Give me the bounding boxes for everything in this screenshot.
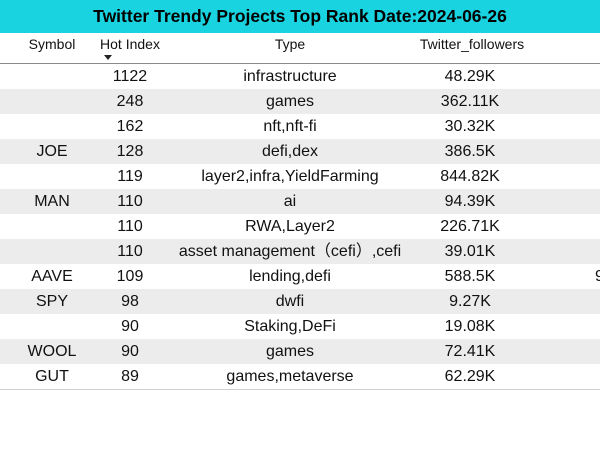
cell-hot-index: 110: [117, 218, 143, 235]
cell-type: games: [265, 343, 315, 360]
table-row[interactable]: 248 games 362.11K: [0, 89, 600, 114]
cell-twitter-followers: 72.41K: [444, 343, 496, 360]
cell-hot-index: 98: [121, 293, 139, 310]
cell-hot-index: 110: [117, 243, 143, 260]
table-row[interactable]: GUT 89 games,metaverse 62.29K: [0, 364, 600, 389]
cell-hot-index: 248: [116, 93, 144, 110]
cell-hot-index: 109: [116, 268, 144, 285]
table-bottom-divider: [0, 389, 600, 390]
cell-type: RWA,Layer2: [245, 218, 335, 235]
table-row[interactable]: 110 asset management（cefi）,cefi 39.01K: [0, 239, 600, 264]
sort-descending-icon[interactable]: [104, 55, 112, 60]
column-header-twitter-followers[interactable]: Twitter_followers: [419, 36, 525, 52]
cell-type: defi,dex: [261, 143, 319, 160]
cell-symbol: GUT: [35, 368, 69, 385]
column-header-symbol[interactable]: Symbol: [28, 36, 76, 52]
cell-symbol: AAVE: [31, 268, 73, 285]
cell-twitter-followers: 9.27K: [449, 293, 491, 310]
cell-type: dwfi: [275, 293, 305, 310]
cell-twitter-followers: 94.39K: [444, 193, 496, 210]
page-title: Twitter Trendy Projects Top Rank Date:20…: [0, 0, 600, 33]
table-row[interactable]: MAN 110 ai 94.39K: [0, 189, 600, 214]
table-row[interactable]: 110 RWA,Layer2 226.71K: [0, 214, 600, 239]
cell-hot-index: 90: [121, 343, 139, 360]
cell-type: lending,defi: [249, 268, 331, 285]
table-header: Symbol Hot Index Type Twitter_followers: [0, 33, 600, 64]
cell-twitter-followers: 362.11K: [440, 93, 500, 110]
cell-hot-index: 1122: [112, 68, 148, 85]
column-header-type[interactable]: Type: [274, 36, 306, 52]
cell-symbol: JOE: [36, 143, 68, 160]
cell-type: games,metaverse: [226, 368, 354, 385]
table-row[interactable]: 162 nft,nft-fi 30.32K: [0, 114, 600, 139]
cell-hot-index: 162: [116, 118, 144, 135]
cell-twitter-followers: 588.5K: [444, 268, 496, 285]
table-row[interactable]: 90 Staking,DeFi 19.08K: [0, 314, 600, 339]
cell-type: layer2,infra,YieldFarming: [201, 168, 379, 185]
cell-type: nft,nft-fi: [263, 118, 317, 135]
cell-hot-index: 128: [116, 143, 144, 160]
cell-twitter-followers: 30.32K: [444, 118, 496, 135]
cell-type: Staking,DeFi: [244, 318, 336, 335]
cell-twitter-followers: 386.5K: [444, 143, 496, 160]
cell-hot-index: 89: [121, 368, 139, 385]
cell-symbol: SPY: [35, 293, 69, 310]
table-body: 1122 infrastructure 48.29K 248 games 362.11K 1…: [0, 64, 600, 389]
cell-twitter-followers: 62.29K: [444, 368, 496, 385]
cell-type: infrastructure: [243, 68, 337, 85]
table-row[interactable]: AAVE 109 lending,defi 588.5K 9: [0, 264, 600, 289]
table-row[interactable]: JOE 128 defi,dex 386.5K: [0, 139, 600, 164]
cell-type: asset management（cefi）,cefi: [178, 243, 402, 260]
cell-twitter-followers: 48.29K: [444, 68, 496, 85]
table-row[interactable]: 119 layer2,infra,YieldFarming 844.82K: [0, 164, 600, 189]
cell-hot-index: 119: [117, 168, 143, 185]
cell-twitter-followers: 844.82K: [440, 168, 500, 185]
cell-twitter-followers: 39.01K: [444, 243, 496, 260]
cell-symbol: MAN: [34, 193, 70, 210]
cell-hot-index: 110: [117, 193, 143, 210]
cell-hot-index: 90: [121, 318, 139, 335]
cell-twitter-followers: 226.71K: [440, 218, 500, 235]
table-row[interactable]: 1122 infrastructure 48.29K: [0, 64, 600, 89]
cell-clipped-value: 9: [595, 268, 600, 285]
cell-twitter-followers: 19.08K: [444, 318, 496, 335]
cell-symbol: WOOL: [27, 343, 77, 360]
cell-type: ai: [283, 193, 297, 210]
cell-type: games: [265, 93, 315, 110]
column-header-hot-index[interactable]: Hot Index: [100, 36, 160, 52]
table-row[interactable]: SPY 98 dwfi 9.27K: [0, 289, 600, 314]
table-row[interactable]: WOOL 90 games 72.41K: [0, 339, 600, 364]
